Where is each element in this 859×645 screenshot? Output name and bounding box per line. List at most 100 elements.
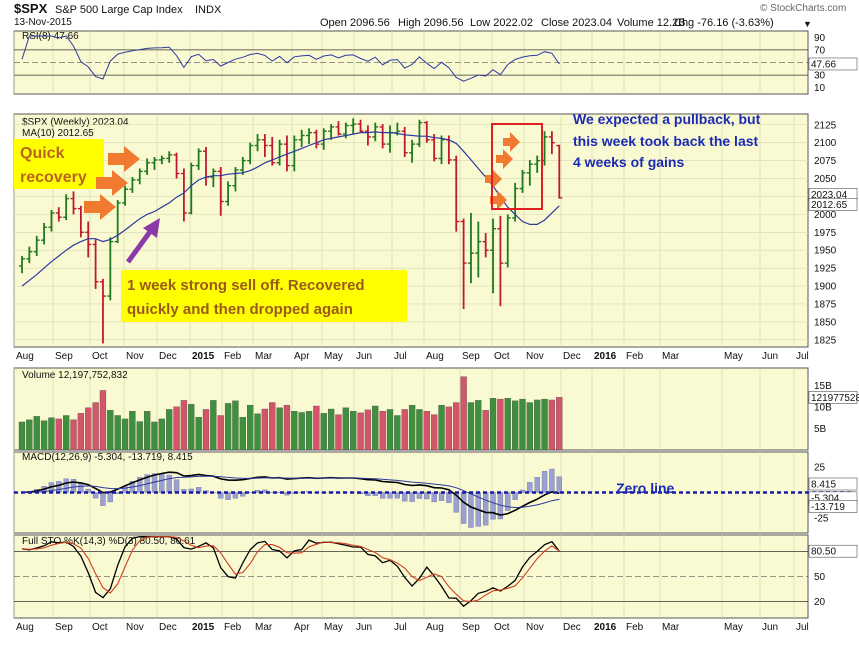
volume-bar xyxy=(372,406,378,450)
x-axis-label: 2015 xyxy=(192,351,215,362)
selloff-text-1: 1 week strong sell off. Recovered xyxy=(127,277,365,294)
volume-bar xyxy=(225,403,231,450)
x-axis-label: Oct xyxy=(92,351,108,362)
volume-bar xyxy=(321,413,327,450)
macd-hist-tag: 8.415 xyxy=(811,479,836,490)
x-axis-label: Feb xyxy=(626,351,644,362)
x-axis-label: Jun xyxy=(356,622,372,633)
macd-histogram-bar xyxy=(527,482,532,492)
volume-bar xyxy=(107,410,113,450)
volume-bar xyxy=(343,408,349,450)
volume-bar xyxy=(350,411,356,450)
volume-bar xyxy=(453,403,459,450)
volume-bar xyxy=(505,398,511,450)
symbol: $SPX xyxy=(14,1,48,16)
volume-bar xyxy=(277,408,283,450)
macd-tick: 25 xyxy=(814,463,826,474)
macd-histogram-bar xyxy=(167,475,172,492)
volume-bar xyxy=(431,415,437,450)
volume-bar xyxy=(232,401,238,450)
low-value: Low 2022.02 xyxy=(470,17,533,29)
x-axis-label: Feb xyxy=(224,622,242,633)
macd-histogram-bar xyxy=(402,493,407,502)
volume-bar xyxy=(291,411,297,450)
macd-histogram-bar xyxy=(108,493,113,502)
price-ma-tag: 2012.65 xyxy=(811,200,848,211)
volume-bar xyxy=(34,416,40,450)
note-text-2: this week took back the last xyxy=(573,133,759,149)
volume-bar xyxy=(313,406,319,450)
volume-bar xyxy=(519,399,525,450)
price-tick: 2000 xyxy=(814,210,837,221)
open-value: Open 2096.56 xyxy=(320,17,390,29)
macd-histogram-bar xyxy=(439,493,444,501)
x-axis-label: Jun xyxy=(356,351,372,362)
price-tick: 2050 xyxy=(814,174,837,185)
volume-bar xyxy=(240,417,246,450)
volume-tick: 10B xyxy=(814,402,832,413)
volume-bar xyxy=(542,399,548,450)
price-tick: 1950 xyxy=(814,246,837,257)
volume-bar xyxy=(85,408,91,450)
x-axis-label: 2015 xyxy=(192,622,215,633)
x-axis-label: Sep xyxy=(55,622,73,633)
macd-histogram-bar xyxy=(159,474,164,492)
price-tick: 1900 xyxy=(814,282,837,293)
volume-bar xyxy=(218,415,224,450)
x-axis-label: Sep xyxy=(55,351,73,362)
volume-label: Volume 12,197,752,832 xyxy=(22,370,128,381)
volume-bar xyxy=(468,403,474,450)
macd-histogram-bar xyxy=(64,479,69,493)
volume-bar xyxy=(159,419,165,450)
x-axis-label: Dec xyxy=(563,351,581,362)
volume-bar xyxy=(210,400,216,450)
x-axis-label: May xyxy=(724,351,743,362)
x-axis-label: Jun xyxy=(762,622,778,633)
x-axis-label: Oct xyxy=(92,622,108,633)
volume-bar xyxy=(335,415,341,450)
volume-bar xyxy=(247,405,253,450)
volume-bar xyxy=(19,422,25,450)
volume-bar xyxy=(129,411,135,450)
volume-bar xyxy=(424,411,430,450)
x-axis-label: 2016 xyxy=(594,351,617,362)
macd-histogram-bar xyxy=(468,493,473,528)
volume-bar xyxy=(299,412,305,450)
macd-histogram-bar xyxy=(432,493,437,502)
volume-bar xyxy=(100,390,106,450)
volume-bar xyxy=(26,420,32,450)
price-tick: 1825 xyxy=(814,335,837,346)
quick-recovery-callout: Quick recovery xyxy=(14,139,104,189)
volume-bar xyxy=(48,418,54,450)
price-tick: 2075 xyxy=(814,156,837,167)
macd-histogram-bar xyxy=(491,493,496,520)
x-axis-label: Sep xyxy=(462,622,480,633)
zero-line-text: Zero line xyxy=(616,480,675,496)
volume-bar xyxy=(556,397,562,450)
volume-bar xyxy=(461,377,467,450)
volume-bar xyxy=(56,419,62,450)
x-axis-label: 2016 xyxy=(594,622,617,633)
x-axis-label: Feb xyxy=(626,622,644,633)
macd-histogram-bar xyxy=(410,493,415,502)
x-axis-label: Mar xyxy=(662,622,680,633)
volume-bar xyxy=(394,415,400,450)
sto-tick: 20 xyxy=(814,597,826,608)
volume-bar xyxy=(387,409,393,450)
price-tick: 1875 xyxy=(814,299,837,310)
macd-histogram-bar xyxy=(557,477,562,493)
volume-bar xyxy=(137,422,143,450)
x-axis-label: Jul xyxy=(394,622,407,633)
x-axis-label: Sep xyxy=(462,351,480,362)
volume-bar xyxy=(483,410,489,450)
volume-bar xyxy=(203,409,209,450)
x-axis-label: Feb xyxy=(224,351,242,362)
volume-bar xyxy=(549,400,555,450)
dropdown-icon[interactable]: ▼ xyxy=(803,19,812,29)
x-axis-label: Aug xyxy=(426,622,444,633)
ma-label: MA(10) 2012.65 xyxy=(22,128,94,139)
volume-bar xyxy=(93,403,99,450)
x-axis-label: May xyxy=(324,622,343,633)
price-tick: 1925 xyxy=(814,264,837,275)
volume-bar xyxy=(475,400,481,450)
